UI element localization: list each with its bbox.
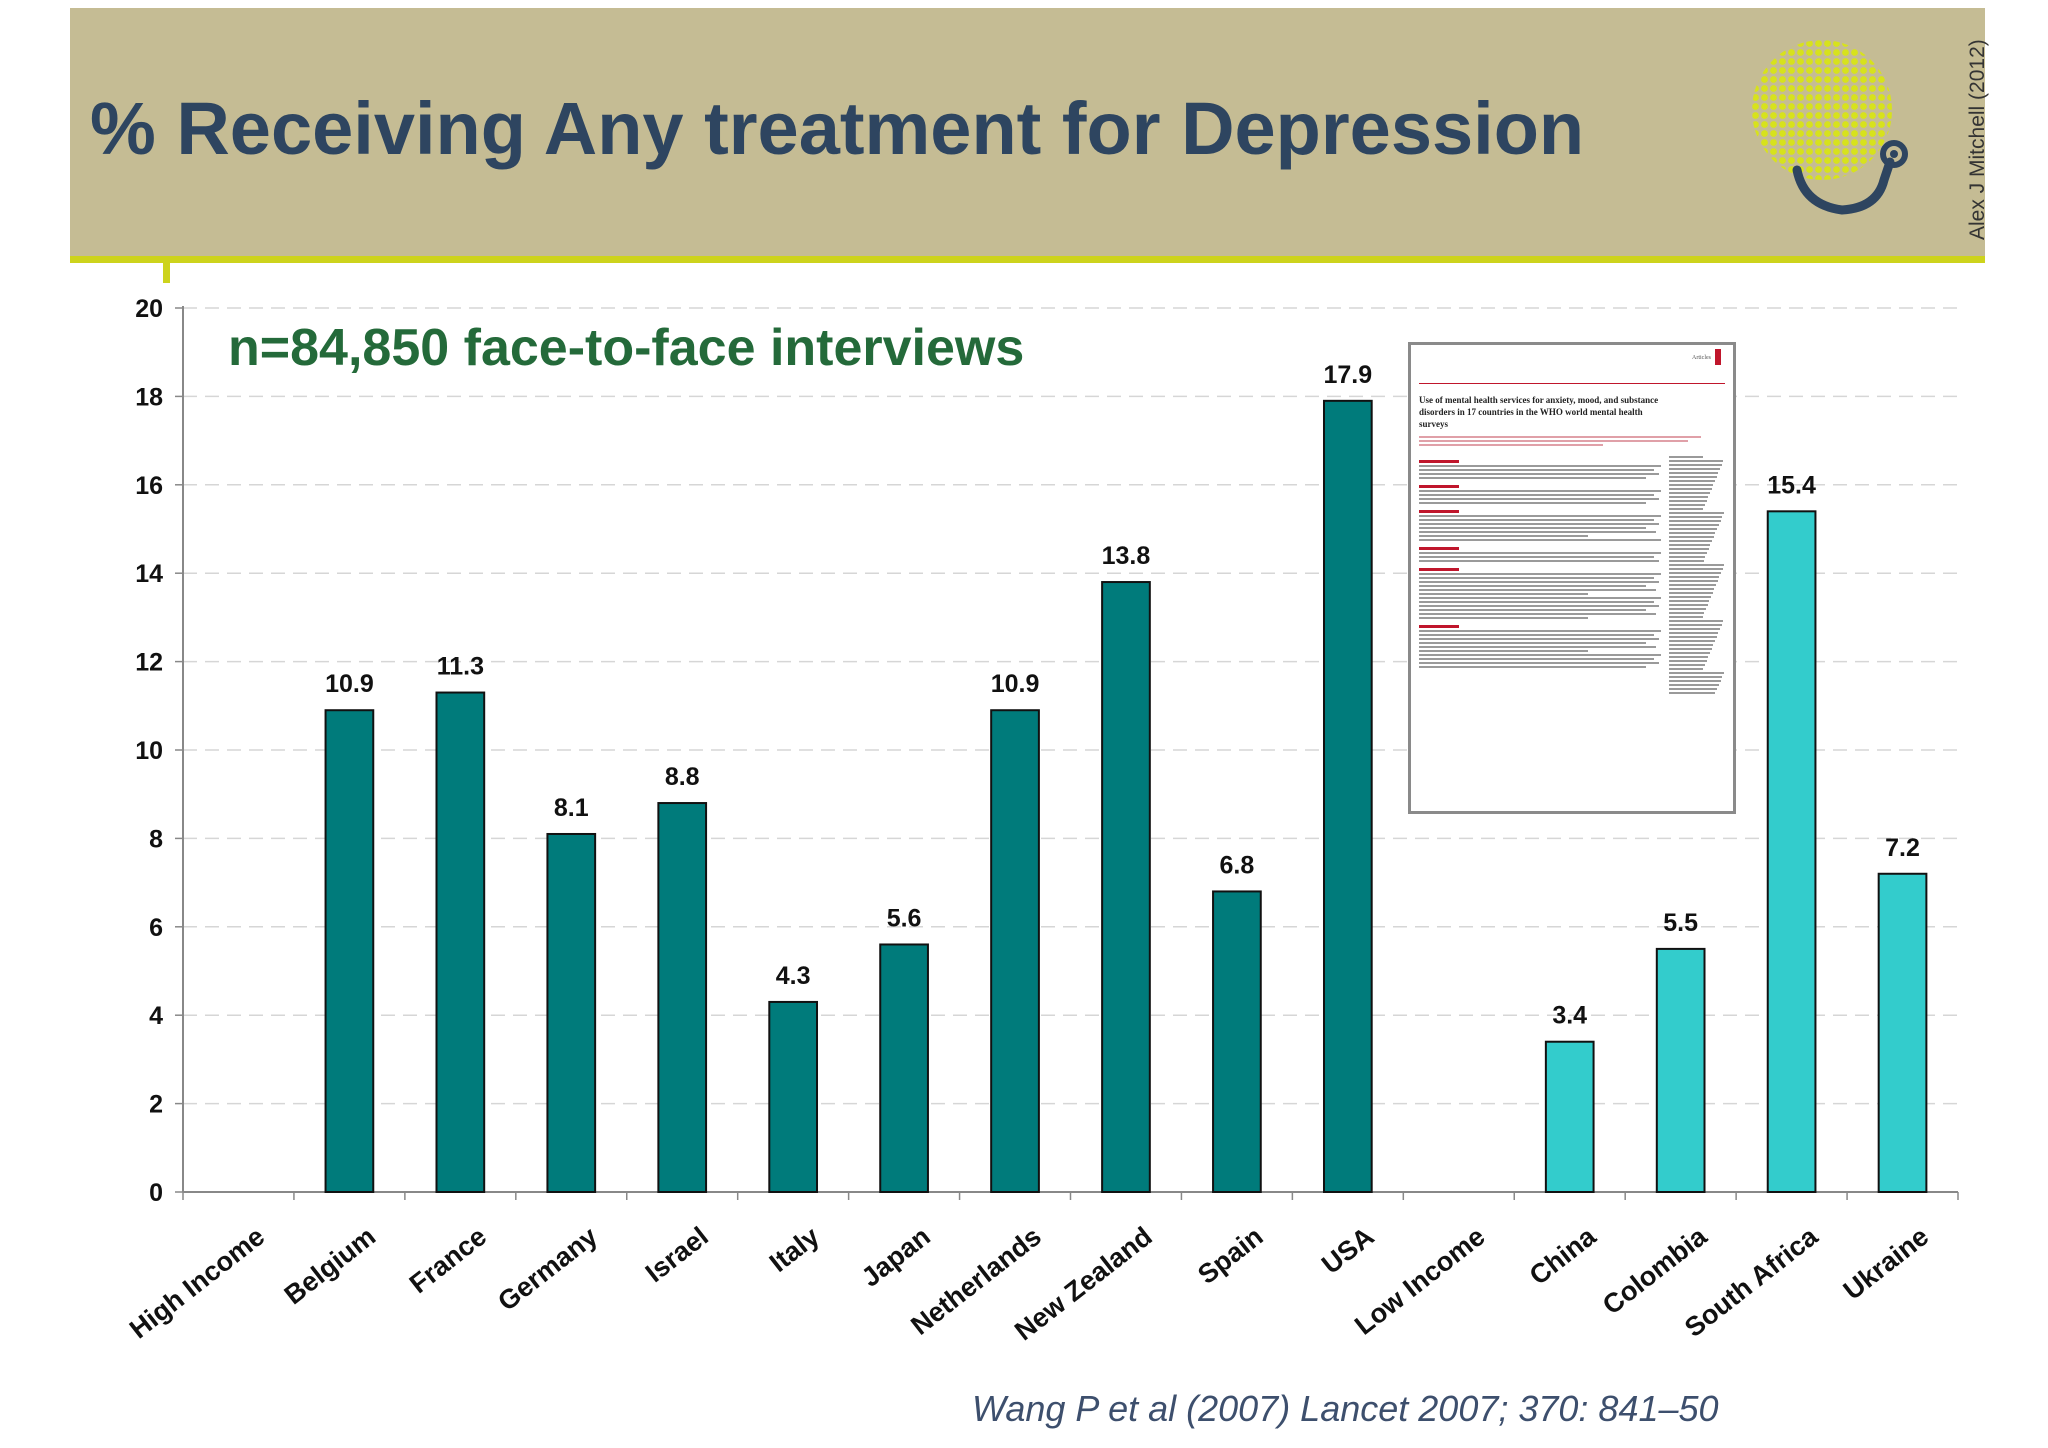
bar-new-zealand xyxy=(1101,581,1151,1193)
y-tick-label: 10 xyxy=(135,737,163,765)
header-band xyxy=(70,8,1985,256)
data-label: 5.5 xyxy=(1663,909,1698,937)
y-tick-label: 12 xyxy=(135,649,163,677)
y-tick-label: 14 xyxy=(135,560,163,588)
y-tick-label: 18 xyxy=(135,383,163,411)
chart-data-labels: 10.9 11.3 8.1 8.8 4.3 5.6 10.9 13.8 6.8 17.9 3.4 5.… xyxy=(325,361,1920,1030)
paper-thumbnail: Articles Use of mental health services f… xyxy=(1408,342,1736,814)
data-label: 11.3 xyxy=(437,653,484,681)
x-tick-label: China xyxy=(1524,1220,1602,1290)
header-accent-line xyxy=(70,256,1985,263)
y-tick-label: 0 xyxy=(149,1179,163,1207)
paper-body-text xyxy=(1419,454,1725,696)
paper-title: Use of mental health services for anxiet… xyxy=(1419,395,1659,429)
y-tick-label: 16 xyxy=(135,472,163,500)
data-label: 6.8 xyxy=(1220,851,1255,879)
x-tick-label: Belgium xyxy=(279,1221,381,1310)
chart-bars xyxy=(324,399,1928,1194)
data-label: 13.8 xyxy=(1102,542,1151,570)
bar-south-africa xyxy=(1766,510,1817,1193)
bar-spain xyxy=(1212,890,1262,1193)
paper-rule xyxy=(1419,383,1725,384)
stethoscope-brain-logo-icon xyxy=(1752,40,1908,215)
data-label: 10.9 xyxy=(325,670,374,698)
paper-section: Articles xyxy=(1692,355,1711,361)
y-tick-label: 20 xyxy=(135,295,163,323)
data-label: 17.9 xyxy=(1324,361,1373,389)
x-tick-label: Germany xyxy=(492,1221,603,1317)
x-tick-label: Israel xyxy=(640,1221,714,1288)
data-label: 4.3 xyxy=(776,962,811,990)
x-tick-label: Japan xyxy=(856,1221,936,1293)
bar-japan xyxy=(879,943,929,1193)
bar-israel xyxy=(657,802,708,1193)
y-tick-label: 8 xyxy=(149,825,163,853)
bar-ukraine xyxy=(1877,872,1928,1193)
header-accent-tick xyxy=(163,263,170,283)
data-label: 10.9 xyxy=(991,670,1040,698)
x-tick-label: USA xyxy=(1316,1221,1379,1280)
data-label: 7.2 xyxy=(1885,834,1920,862)
sample-size-note: n=84,850 face-to-face interviews xyxy=(228,319,1025,377)
bar-netherlands xyxy=(990,709,1040,1193)
x-tick-label: France xyxy=(404,1221,492,1299)
y-tick-label: 2 xyxy=(149,1091,163,1119)
data-label: 8.8 xyxy=(665,763,700,791)
data-label: 15.4 xyxy=(1767,471,1816,499)
data-label: 5.6 xyxy=(887,904,922,932)
x-tick-label: Italy xyxy=(764,1221,825,1278)
y-tick-label: 6 xyxy=(149,914,163,942)
bar-belgium xyxy=(324,709,375,1193)
bar-china xyxy=(1544,1040,1595,1193)
y-tick-label: 4 xyxy=(149,1002,163,1030)
bar-usa xyxy=(1322,399,1373,1193)
slide-title: % Receiving Any treatment for Depression xyxy=(90,87,1585,170)
data-label: 8.1 xyxy=(554,794,589,822)
bar-germany xyxy=(546,832,597,1193)
bar-france xyxy=(435,691,486,1193)
x-tick-label: Spain xyxy=(1192,1221,1268,1290)
citation: Wang P et al (2007) Lancet 2007; 370: 84… xyxy=(972,1388,1719,1429)
journal-mark xyxy=(1715,349,1721,365)
x-tick-label: Ukraine xyxy=(1838,1221,1935,1306)
bar-colombia xyxy=(1655,947,1706,1194)
data-label: 3.4 xyxy=(1552,1002,1587,1030)
x-tick-label: High Income xyxy=(124,1221,270,1344)
bar-italy xyxy=(768,1000,819,1193)
